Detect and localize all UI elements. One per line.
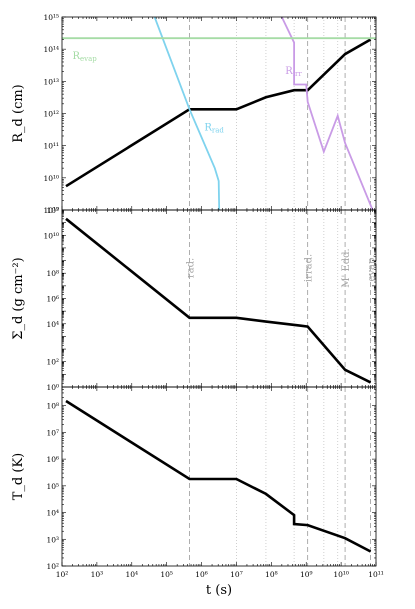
x-tick-label: 10⁴ — [125, 570, 138, 579]
x-tick-label: 10² — [56, 570, 69, 579]
y-tick-label: 10² — [46, 358, 59, 367]
y-tick-label: 10⁹ — [46, 206, 59, 215]
y-axis-label: R_d (cm) — [11, 84, 26, 143]
phase-label-2: M' Edd. — [341, 248, 352, 287]
x-tick-label: 10¹⁰ — [333, 570, 349, 579]
plot-frame — [61, 386, 377, 567]
y-tick-label: 10⁷ — [46, 428, 59, 437]
x-tick-label: 10⁸ — [265, 570, 278, 579]
y-tick-label: 10¹³ — [43, 77, 59, 86]
x-tick-label: 10⁵ — [160, 570, 173, 579]
y-tick-label: 10¹⁴ — [43, 45, 59, 54]
series-temp — [65, 399, 372, 553]
y-tick-label: 10¹⁰ — [43, 174, 59, 183]
y-axis-label: T_d (K) — [11, 453, 26, 500]
y-tick-label: 10³ — [46, 535, 59, 544]
x-tick-label: 10⁶ — [195, 570, 208, 579]
y-tick-label: 10⁵ — [46, 482, 59, 491]
plot-frame — [61, 209, 377, 388]
y-tick-label: 10¹² — [43, 110, 59, 119]
curve-label-rad: Rrad — [204, 122, 224, 134]
y-tick-label: 10¹² — [43, 206, 59, 215]
panel-radius: 10⁹ 10¹⁰ 10¹¹ 10¹² 10¹³ 10¹⁴ 10¹⁵ R_d (cm) Revap… — [11, 13, 377, 215]
y-axis-label: Σ_d (g cm⁻²) — [11, 257, 26, 339]
panel-temperature: 10² 10³ 10⁴ 10⁵ 10⁶ 10⁷ 10⁸ T_d (K) — [11, 386, 377, 571]
y-tick-label: 10⁴ — [46, 509, 59, 518]
y-tick-label: 10² — [46, 562, 59, 571]
y-tick-label: 10¹⁵ — [43, 13, 59, 22]
x-axis: 10² 10³ 10⁴ 10⁵ 10⁶ 10⁷ 10⁸ 10⁹ 10¹⁰ 10¹¹ t (s) — [56, 570, 384, 598]
series-r_irr — [280, 17, 374, 210]
y-tick-label: 10¹¹ — [43, 142, 59, 151]
y-tick-label: 10⁴ — [46, 320, 59, 329]
y-tick-label: 10⁸ — [46, 269, 59, 278]
x-tick-label: 10¹¹ — [368, 570, 384, 579]
x-axis-label: t (s) — [206, 583, 232, 598]
phase-label-1: irrad. — [304, 254, 315, 282]
y-tick-label: 10⁰ — [46, 383, 59, 392]
x-tick-label: 10³ — [91, 570, 104, 579]
panel-surface-density: 10⁰ 10² 10⁴ 10⁶ 10⁸ 10¹⁰ 10¹² Σ_d (g cm⁻²) rad. i… — [11, 206, 378, 392]
phase-label-0: rad. — [185, 258, 196, 278]
series-rd — [65, 38, 372, 188]
phase-label-3: evap. — [367, 254, 378, 281]
x-tick-label: 10⁷ — [230, 570, 243, 579]
y-tick-label: 10¹⁰ — [43, 231, 59, 240]
curve-label-evap: Revap — [73, 51, 98, 63]
x-tick-label: 10⁹ — [300, 570, 313, 579]
series-sigma — [65, 217, 372, 384]
series-r_rad — [153, 17, 221, 210]
y-tick-label: 10⁶ — [46, 455, 59, 464]
y-tick-label: 10⁸ — [46, 402, 59, 411]
y-tick-label: 10⁶ — [46, 295, 59, 304]
